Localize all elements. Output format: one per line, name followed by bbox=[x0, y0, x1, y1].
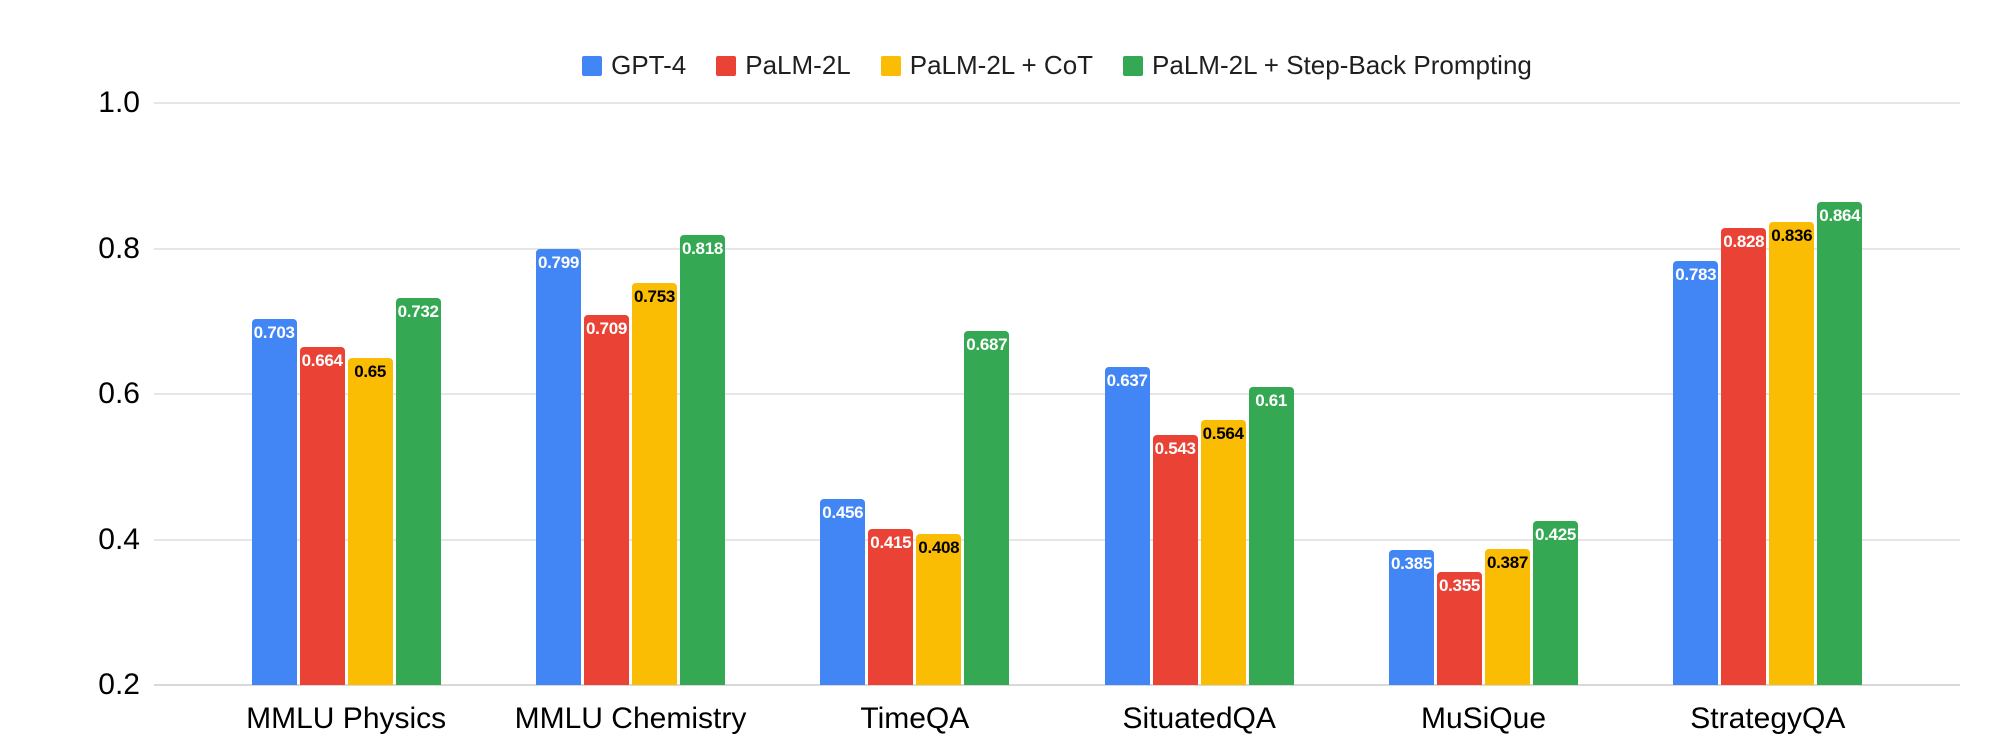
legend-item-label: PaLM-2L + CoT bbox=[909, 50, 1094, 80]
bar-palm-2l-step-back-prompting: 0.818 bbox=[680, 235, 725, 685]
legend-item-label: PaLM-2L + Step-Back Prompting bbox=[1152, 50, 1532, 80]
bar-group-5: 0.783 0.828 0.836 0.864 bbox=[1673, 103, 1863, 685]
bar-palm-2l: 0.355 bbox=[1437, 572, 1482, 685]
bar-value-label: 0.836 bbox=[1771, 226, 1813, 246]
bar-value-label: 0.732 bbox=[397, 301, 439, 321]
bar-value-label: 0.664 bbox=[301, 351, 343, 371]
gridline bbox=[154, 393, 1960, 395]
bar-palm-2l-step-back-prompting: 0.687 bbox=[964, 330, 1010, 685]
bar-value-label: 0.687 bbox=[966, 334, 1008, 354]
bar-value-label: 0.753 bbox=[633, 286, 676, 306]
legend: GPT-4 PaLM-2L PaLM-2L + CoT PaLM-2L + Step-… bbox=[154, 50, 1960, 81]
bar-gpt-4: 0.783 bbox=[1673, 260, 1719, 685]
bar-value-label: 0.564 bbox=[1202, 424, 1244, 444]
bar-value-label: 0.425 bbox=[1534, 525, 1577, 545]
y-axis-tick-label: 0.2 bbox=[98, 668, 140, 701]
legend-swatch-icon bbox=[880, 55, 901, 76]
bar-value-label: 0.61 bbox=[1255, 390, 1288, 410]
bar-palm-2l: 0.543 bbox=[1152, 435, 1198, 685]
bar-palm-2l-cot: 0.753 bbox=[632, 282, 677, 685]
legend-item-1: PaLM-2L bbox=[716, 50, 851, 81]
legend-item-0: GPT-4 bbox=[582, 50, 686, 81]
gridline bbox=[154, 684, 1960, 686]
bar-palm-2l-step-back-prompting: 0.732 bbox=[395, 297, 441, 685]
bar-palm-2l: 0.709 bbox=[584, 314, 629, 685]
bar-palm-2l-step-back-prompting: 0.864 bbox=[1817, 201, 1863, 685]
legend-swatch-icon bbox=[582, 55, 603, 76]
bar-group-3: 0.637 0.543 0.564 0.61 bbox=[1104, 103, 1294, 685]
plot-area: 0.703 0.664 0.65 0.732 0.799 0.709 0.753 0.818 0… bbox=[154, 102, 1960, 686]
bar-value-label: 0.355 bbox=[1438, 576, 1481, 596]
legend-swatch-icon bbox=[716, 55, 737, 76]
legend-item-label: PaLM-2L bbox=[745, 50, 851, 80]
bar-palm-2l-step-back-prompting: 0.425 bbox=[1533, 521, 1578, 685]
legend-item-label: GPT-4 bbox=[611, 50, 687, 80]
bar-gpt-4: 0.703 bbox=[251, 319, 297, 685]
bar-value-label: 0.864 bbox=[1819, 205, 1861, 225]
bar-palm-2l-cot: 0.408 bbox=[916, 533, 962, 685]
bar-value-label: 0.799 bbox=[537, 253, 580, 273]
y-axis-tick-label: 1.0 bbox=[98, 86, 140, 119]
gridline bbox=[154, 538, 1960, 541]
bar-group-2: 0.456 0.415 0.408 0.687 bbox=[820, 103, 1010, 685]
bar-gpt-4: 0.799 bbox=[536, 249, 581, 685]
bar-palm-2l-cot: 0.836 bbox=[1769, 222, 1815, 685]
x-axis-category-label: MMLU Physics bbox=[246, 702, 447, 735]
bar-value-label: 0.387 bbox=[1486, 552, 1529, 572]
bar-value-label: 0.703 bbox=[253, 323, 295, 343]
legend-item-2: PaLM-2L + CoT bbox=[880, 50, 1094, 81]
bar-value-label: 0.543 bbox=[1154, 439, 1196, 459]
x-axis-category-label: MMLU Chemistry bbox=[514, 702, 747, 735]
bar-palm-2l: 0.415 bbox=[868, 528, 914, 685]
bar-palm-2l-step-back-prompting: 0.61 bbox=[1248, 386, 1294, 685]
bar-palm-2l: 0.828 bbox=[1721, 228, 1767, 685]
legend-swatch-icon bbox=[1123, 55, 1144, 76]
y-axis-tick-label: 0.6 bbox=[98, 377, 140, 410]
gridline bbox=[154, 247, 1960, 250]
legend-item-3: PaLM-2L + Step-Back Prompting bbox=[1123, 50, 1532, 81]
x-axis-category-label: StrategyQA bbox=[1690, 702, 1846, 735]
x-axis-category-label: MuSiQue bbox=[1420, 702, 1547, 735]
bar-palm-2l-cot: 0.564 bbox=[1200, 420, 1246, 685]
bar-value-label: 0.415 bbox=[870, 532, 912, 552]
bar-value-label: 0.828 bbox=[1723, 232, 1765, 252]
bar-gpt-4: 0.456 bbox=[820, 498, 866, 685]
bar-group-0: 0.703 0.664 0.65 0.732 bbox=[251, 103, 441, 685]
y-axis-tick-label: 0.4 bbox=[98, 522, 140, 556]
bar-palm-2l: 0.664 bbox=[299, 347, 345, 685]
bar-palm-2l-cot: 0.387 bbox=[1485, 548, 1530, 685]
y-axis-tick-label: 0.8 bbox=[98, 231, 140, 265]
x-axis-category-label: TimeQA bbox=[860, 702, 970, 735]
bar-value-label: 0.637 bbox=[1106, 371, 1148, 391]
bar-value-label: 0.783 bbox=[1675, 264, 1717, 284]
bar-group-1: 0.799 0.709 0.753 0.818 bbox=[536, 103, 725, 685]
gridline bbox=[154, 102, 1960, 104]
bar-gpt-4: 0.385 bbox=[1389, 550, 1434, 685]
bar-value-label: 0.408 bbox=[918, 537, 960, 557]
bar-group-4: 0.385 0.355 0.387 0.425 bbox=[1389, 103, 1578, 685]
bar-value-label: 0.709 bbox=[585, 318, 628, 338]
bar-palm-2l-cot: 0.65 bbox=[347, 357, 393, 685]
bar-value-label: 0.456 bbox=[822, 502, 864, 522]
bar-value-label: 0.385 bbox=[1390, 554, 1433, 574]
bar-value-label: 0.818 bbox=[681, 239, 724, 259]
x-axis-category-label: SituatedQA bbox=[1122, 702, 1276, 735]
bar-value-label: 0.65 bbox=[354, 361, 387, 381]
bar-gpt-4: 0.637 bbox=[1104, 367, 1150, 685]
